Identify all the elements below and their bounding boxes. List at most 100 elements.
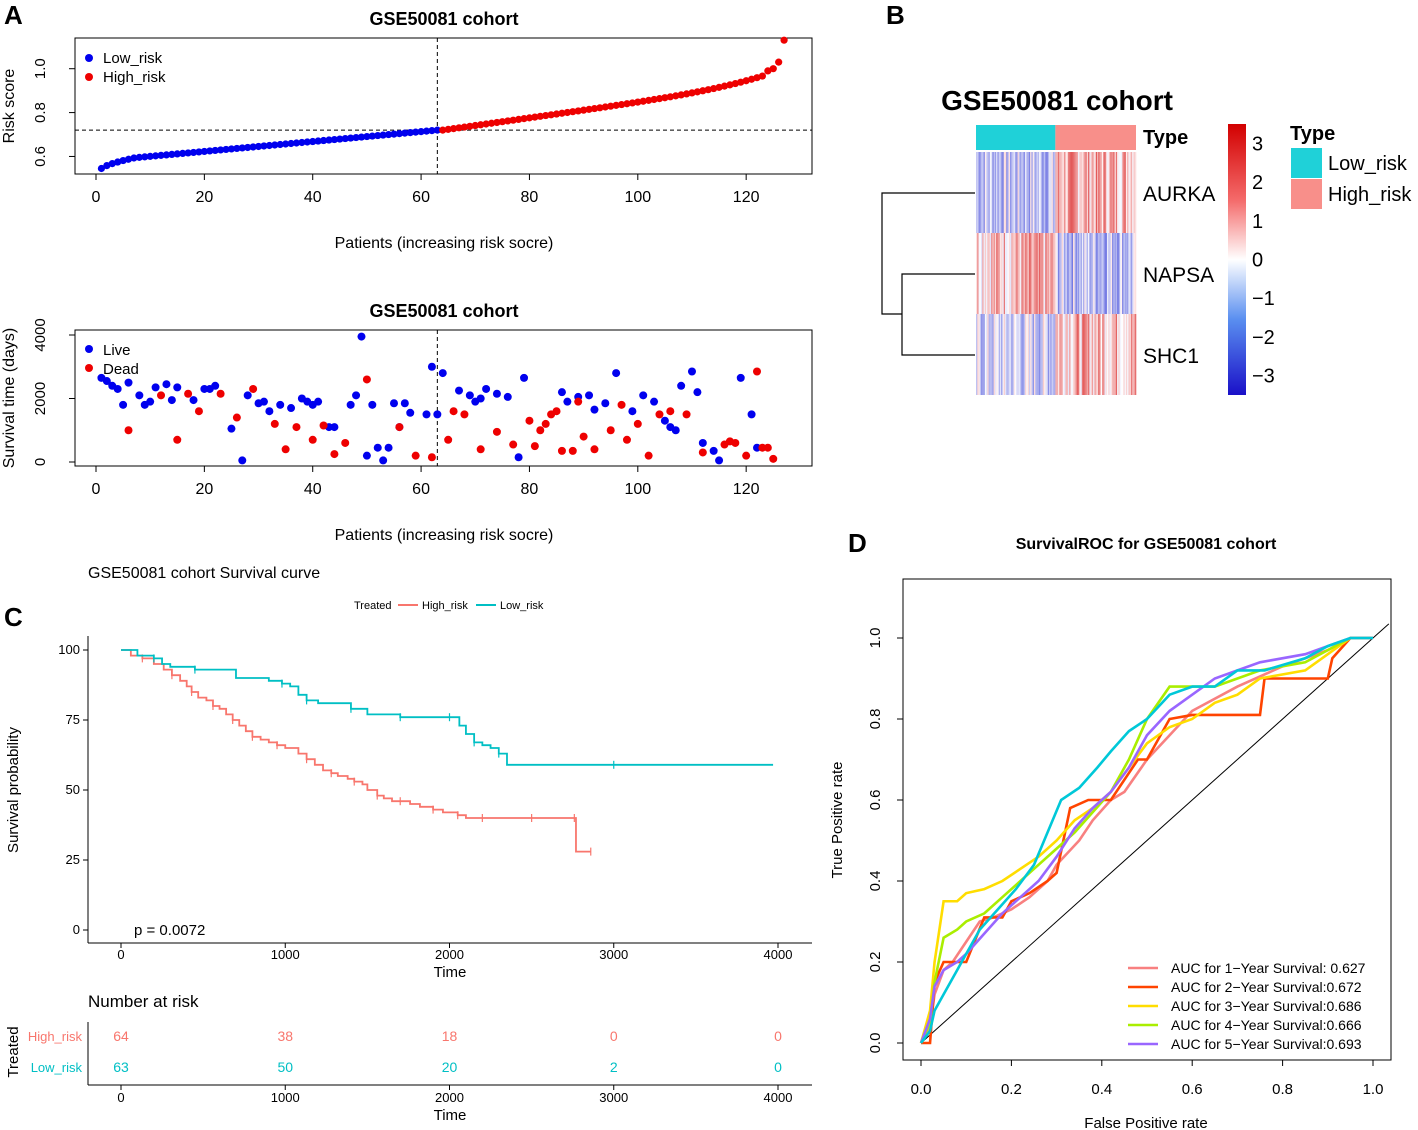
heatmap-row-napsa: NAPSA <box>1143 264 1214 287</box>
live-point <box>389 399 398 408</box>
y-tick-label: 100 <box>58 642 80 657</box>
heatmap-cell <box>989 314 992 395</box>
risk-table-cell: 38 <box>277 1028 293 1044</box>
heatmap-cell <box>1062 314 1065 395</box>
heatmap-cell <box>1114 314 1117 395</box>
heatmap-cell <box>988 233 991 314</box>
heatmap-cell <box>1012 233 1015 314</box>
heatmap-cell <box>1129 233 1132 314</box>
heatmap-cell <box>1094 314 1096 395</box>
legend-dead-marker <box>85 364 93 372</box>
live-point <box>406 408 415 417</box>
legend-low-risk-swatch <box>1291 148 1322 178</box>
heatmap-cell <box>1095 233 1098 314</box>
heatmap-cell <box>1076 314 1079 395</box>
heatmap-cell <box>1108 314 1110 395</box>
heatmap-cell <box>981 314 983 395</box>
live-point <box>639 391 648 400</box>
high-risk-point <box>487 119 496 127</box>
heatmap-cell <box>976 233 978 314</box>
low-risk-point <box>184 149 192 157</box>
low-risk-point <box>336 135 344 143</box>
heatmap-cell <box>1132 233 1134 314</box>
heatmap-cell <box>1013 152 1016 233</box>
survival-time-plot: GSE50081 cohort 0 20 40 60 80 100 120 0 2000 400… <box>1 301 813 544</box>
heatmap-cell <box>1012 314 1015 395</box>
panel-label-b: B <box>886 0 905 30</box>
heatmap-cell <box>978 233 981 314</box>
low-risk-point <box>233 144 241 153</box>
heatmap-cell <box>1093 314 1095 395</box>
heatmap-cell <box>1113 314 1115 395</box>
heatmap-cell <box>1133 152 1136 233</box>
heatmap-cell <box>1093 152 1095 233</box>
heatmap-cell <box>1020 152 1022 233</box>
risk-table-ylabel: Treated <box>5 1026 22 1077</box>
heatmap-cell <box>1133 233 1136 314</box>
heatmap-cell <box>1079 314 1081 395</box>
heatmap-cell <box>1038 314 1041 395</box>
heatmap-cell <box>1001 314 1003 395</box>
dead-point <box>270 419 279 428</box>
heatmap-cell <box>1076 233 1079 314</box>
heatmap-cell <box>1031 152 1033 233</box>
annotation-low-risk <box>976 125 1056 150</box>
high-risk-point <box>628 99 636 107</box>
low-risk-point <box>249 143 257 151</box>
heatmap-cell <box>1002 233 1005 314</box>
heatmap-cell <box>997 152 999 233</box>
heatmap-cell <box>1054 314 1056 395</box>
heatmap-cell <box>1049 314 1051 395</box>
heatmap-cell <box>1033 233 1036 314</box>
heatmap-cell <box>1046 152 1049 233</box>
live-point <box>113 384 122 393</box>
colorbar-tick-label: −3 <box>1252 366 1275 388</box>
roc-curve <box>919 636 1373 1044</box>
dead-point <box>444 435 453 444</box>
roc-xlabel: False Positive rate <box>1084 1115 1207 1130</box>
heatmap-cell <box>1059 314 1061 395</box>
heatmap-cell <box>1016 233 1018 314</box>
live-point <box>650 397 659 406</box>
risk-table-xlabel: Time <box>434 1107 467 1124</box>
heatmap-cell <box>1088 152 1090 233</box>
colorbar-tick-label: 3 <box>1252 133 1263 155</box>
heatmap-cell <box>988 314 991 395</box>
heatmap-cell <box>979 233 982 314</box>
roc-title: SurvivalROC for GSE50081 cohort <box>1016 536 1277 553</box>
y-tick-label: 0.6 <box>32 146 49 167</box>
heatmap-cell <box>1089 152 1091 233</box>
heatmap-cell <box>1027 314 1030 395</box>
heatmap-cell <box>1032 152 1035 233</box>
live-point <box>259 397 268 406</box>
heatmap-cell <box>1021 314 1023 395</box>
live-point <box>601 399 610 408</box>
heatmap-cell <box>1044 152 1046 233</box>
roc-legend-label: AUC for 3−Year Survival:0.686 <box>1171 998 1362 1014</box>
heatmap-cell <box>991 314 993 395</box>
heatmap-cell <box>1100 233 1103 314</box>
high-risk-point <box>704 86 712 94</box>
heatmap-cell <box>984 314 987 395</box>
heatmap-cell <box>994 314 997 395</box>
heatmap-cell <box>979 152 982 233</box>
dead-point <box>194 407 203 416</box>
heatmap-cell <box>1010 152 1012 233</box>
heatmap-cell <box>1095 314 1098 395</box>
dead-point <box>460 410 469 419</box>
low-risk-point <box>401 129 409 137</box>
heatmap-cell <box>1012 152 1015 233</box>
heatmap-cell <box>1002 314 1005 395</box>
heatmap-cell <box>1104 152 1107 233</box>
low-risk-point <box>265 141 273 150</box>
live-point <box>422 410 431 419</box>
high-risk-point <box>482 120 490 128</box>
heatmap-cell <box>1122 233 1124 314</box>
x-tick-label: 0 <box>117 1090 124 1105</box>
heatmap-row-shc1: SHC1 <box>1143 345 1199 368</box>
high-risk-point <box>569 108 577 116</box>
heatmap-cell <box>1130 152 1133 233</box>
low-risk-point <box>157 151 165 159</box>
live-point <box>162 380 171 389</box>
heatmap-cell <box>1124 314 1127 395</box>
